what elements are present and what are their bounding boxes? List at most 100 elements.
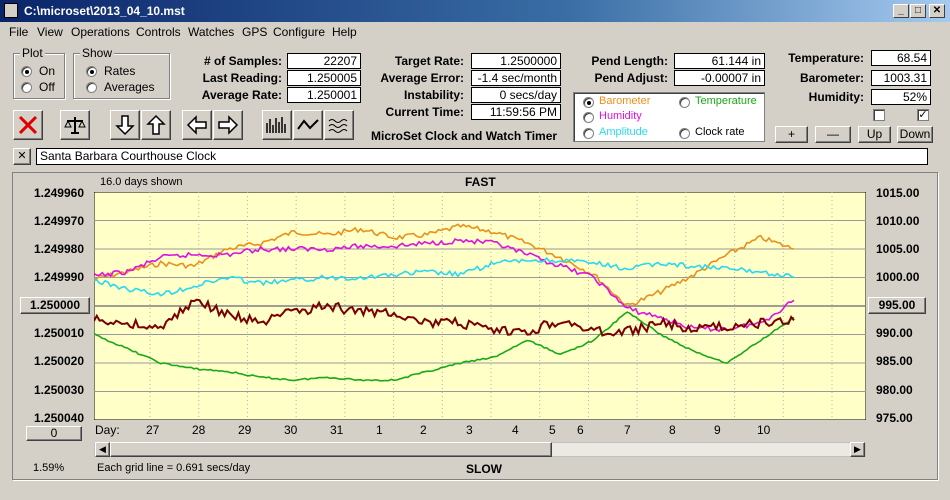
current-time-field: 11:59:56 PM [471,104,561,120]
app-icon [4,3,18,18]
plot-group: Plot [13,46,65,99]
y-right-tick: 1015.00 [876,186,920,200]
current-time-label: Current Time: [385,105,464,119]
humidity-radio[interactable] [583,112,594,123]
scroll-up-button[interactable]: Up [858,126,891,143]
noise-view-button[interactable] [324,110,354,140]
center-baro-button[interactable]: 995.00 [868,297,926,314]
red-x-icon [18,115,38,135]
average-error-label: Average Error: [380,71,464,85]
grid-note-label: Each grid line = 0.691 secs/day [97,462,251,474]
plot-on-radio[interactable] [21,66,32,77]
arrow-left-button[interactable] [182,110,212,140]
show-rates-radio[interactable] [86,66,97,77]
temperature-radio[interactable] [679,97,690,108]
center-rate-button[interactable]: 1.250000 [20,297,90,314]
y-right-tick: 1000.00 [876,270,920,284]
day-tick: 29 [238,423,252,437]
menu-gps[interactable]: GPS [242,25,268,39]
clock-name-field[interactable]: Santa Barbara Courthouse Clock [36,148,928,165]
y-right-tick: 975.00 [876,411,913,425]
horizontal-scrollbar[interactable]: ◀ ▶ [94,442,866,457]
pend-length-field[interactable]: 61.144 in [674,53,765,69]
arrow-down-button[interactable] [110,110,140,140]
zoom-in-button[interactable]: + [775,126,808,143]
show-rates-label[interactable]: Rates [104,64,136,78]
days-shown-label: 16.0 days shown [100,176,183,188]
series-line-amplitude [94,256,795,297]
average-rate-label: Average Rate: [201,88,282,102]
day-tick: 6 [577,423,584,437]
scroll-right-icon[interactable]: ▶ [850,442,865,457]
balance-button[interactable] [60,110,90,140]
temperature-option[interactable]: Temperature [695,95,757,107]
menu-controls[interactable]: Controls [136,25,181,39]
series-line-temperature [94,311,795,382]
clear-name-button[interactable]: ✕ [13,148,31,165]
title-bar: C:\microset\2013_04_10.mst _ □ ✕ [0,0,950,22]
option-checkbox-1[interactable] [873,109,885,121]
grid [94,192,866,420]
barometer-radio[interactable] [583,97,594,108]
line-view-button[interactable] [293,110,323,140]
menu-watches[interactable]: Watches [188,25,235,39]
day-tick: 8 [669,423,676,437]
clock-rate-option[interactable]: Clock rate [695,126,745,138]
arrow-up-icon [146,114,166,135]
instability-field: 0 secs/day [471,87,561,103]
minimize-icon[interactable]: _ [893,4,909,18]
y-right-tick: 980.00 [876,383,913,397]
scale-balance-icon [64,117,86,134]
scrollbar-thumb[interactable] [110,442,552,457]
menu-view[interactable]: View [37,25,63,39]
fast-label: FAST [465,175,496,189]
clock-rate-radio[interactable] [679,128,690,139]
amplitude-option[interactable]: Amplitude [599,126,648,138]
y-left-tick: 1.250030 [33,383,84,397]
menu-bar: File View Operations Controls Watches GP… [0,22,950,42]
humidity-option[interactable]: Humidity [599,110,642,122]
samples-field: 22207 [287,53,361,69]
plot-off-label[interactable]: Off [39,80,55,94]
zero-button[interactable]: 0 [26,426,82,441]
slow-label: SLOW [466,462,502,476]
barometer-option[interactable]: Barometer [599,95,651,107]
show-averages-label[interactable]: Averages [104,80,155,94]
arrow-up-button[interactable] [141,110,171,140]
menu-configure[interactable]: Configure [273,25,326,39]
app-title-label: MicroSet Clock and Watch Timer [371,129,558,143]
clear-button[interactable] [13,110,43,140]
plot-off-radio[interactable] [21,82,32,93]
day-tick: 30 [284,423,298,437]
day-tick: 7 [624,423,631,437]
zoom-out-button[interactable]: — [815,126,851,143]
day-axis-label: Day: [95,423,120,437]
arrow-right-icon [218,115,239,135]
maximize-icon[interactable]: □ [910,4,926,18]
bar-view-button[interactable] [262,110,292,140]
plot-area[interactable] [94,192,866,420]
scroll-down-button[interactable]: Down [897,126,933,143]
menu-file[interactable]: File [9,25,29,39]
day-tick: 4 [512,423,519,437]
plot-on-label[interactable]: On [39,64,56,78]
arrow-right-button[interactable] [213,110,243,140]
target-rate-field[interactable]: 1.2500000 [471,53,561,69]
close-icon[interactable]: ✕ [929,4,945,18]
show-averages-radio[interactable] [86,82,97,93]
option-checkbox-2[interactable]: ✓ [917,109,929,121]
menu-operations[interactable]: Operations [71,25,130,39]
pend-adjust-field: -0.00007 in [674,70,765,86]
menu-help[interactable]: Help [332,25,357,39]
arrow-down-icon [115,115,135,136]
target-rate-label: Target Rate: [394,54,464,68]
day-tick: 9 [714,423,721,437]
amplitude-radio[interactable] [583,128,594,139]
scroll-left-icon[interactable]: ◀ [95,442,110,457]
day-tick: 27 [146,423,160,437]
y-left-tick: 1.249960 [33,186,84,200]
y-left-tick: 1.249990 [33,270,84,284]
last-reading-field: 1.250005 [287,70,361,86]
day-tick: 10 [757,423,771,437]
plot-group-title: Plot [20,46,45,60]
